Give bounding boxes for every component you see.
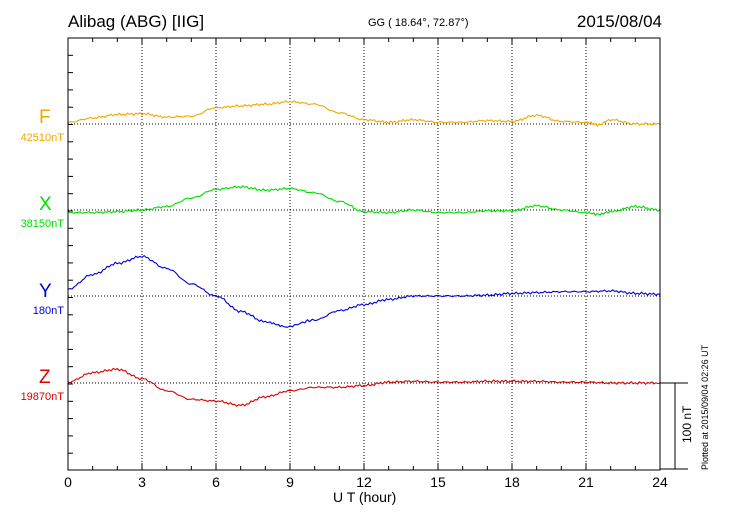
series-line-y [67, 254, 661, 328]
series-name-y: Y [39, 281, 52, 302]
scale-bar-label: 100 nT [680, 405, 694, 443]
series-baseline-y: 180nT [32, 305, 64, 317]
series-name-z: Z [39, 367, 51, 388]
x-tick-label: 3 [138, 474, 146, 490]
plotted-timestamp: Plotted at 2015/09/04 02:26 UT [700, 344, 710, 470]
x-tick-label: 9 [286, 474, 294, 490]
series-line-f [67, 100, 661, 127]
series-baseline-f: 42510nT [20, 132, 64, 144]
series-line-x [67, 185, 661, 217]
x-tick-label: 21 [578, 474, 594, 490]
x-tick-label: 6 [212, 474, 220, 490]
x-tick-label: 12 [356, 474, 372, 490]
x-axis-label: U T (hour) [333, 489, 397, 505]
station-title: Alibag (ABG) [IIG] [68, 12, 205, 31]
x-tick-label: 0 [64, 474, 72, 490]
axis-ticks [68, 37, 636, 470]
series-name-f: F [39, 107, 51, 128]
x-tick-label: 15 [430, 474, 446, 490]
series-line-z [67, 367, 661, 408]
series-baseline-z: 19870nT [20, 391, 64, 403]
x-tick-label: 18 [504, 474, 520, 490]
chart-date: 2015/08/04 [576, 12, 662, 31]
series-baseline-x: 38150nT [20, 218, 64, 230]
series-name-x: X [39, 194, 52, 215]
station-coordinates: GG ( 18.64°, 72.87°) [368, 17, 469, 29]
grid-lines [141, 38, 587, 470]
x-tick-label: 24 [652, 474, 668, 490]
series-traces [67, 100, 661, 408]
scale-bar [660, 382, 688, 470]
